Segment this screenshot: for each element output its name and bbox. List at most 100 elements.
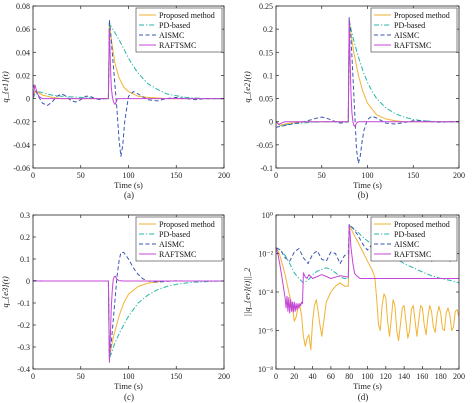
y-axis-label: q_{e3}(t) — [0, 276, 10, 308]
x-tick-label: 200 — [453, 171, 465, 180]
x-tick-label: 20 — [290, 372, 298, 381]
legend-label: RAFTSMC — [159, 250, 196, 259]
series-line-aismc — [33, 251, 224, 359]
series-group — [276, 17, 459, 164]
x-tick-label: 120 — [380, 372, 392, 381]
y-tick-label: -0.3 — [17, 343, 30, 352]
series-line-raftsmc — [276, 224, 459, 314]
x-tick-label: 150 — [407, 171, 419, 180]
panel-caption: (c) — [124, 392, 134, 402]
legend-label: AISMC — [159, 31, 184, 40]
series-line-raftsmc — [33, 275, 224, 363]
x-tick-label: 200 — [218, 171, 230, 180]
y-tick-label: 0.06 — [16, 25, 30, 34]
y-tick-label: 0.02 — [16, 71, 30, 80]
y-tick-label: -0.4 — [17, 365, 30, 374]
x-tick-label: 150 — [170, 372, 182, 381]
series-line-proposed-method — [276, 224, 459, 351]
x-axis-label: Time (s) — [353, 180, 382, 190]
x-tick-label: 100 — [123, 171, 135, 180]
y-tick-label: 10⁰ — [262, 211, 273, 220]
y-tick-label: 0.25 — [259, 2, 273, 11]
y-axis-label: q_{e2}(t) — [242, 71, 252, 103]
series-line-raftsmc — [276, 19, 459, 127]
y-tick-label: 0 — [26, 277, 30, 286]
y-tick-label: 0.15 — [259, 48, 273, 57]
x-axis-label: Time (s) — [114, 180, 143, 190]
legend-label: RAFTSMC — [394, 250, 431, 259]
y-tick-label: 10⁻² — [258, 250, 273, 259]
x-tick-label: 50 — [318, 171, 326, 180]
series-line-pd-based — [33, 280, 224, 359]
y-tick-label: 0.04 — [16, 48, 30, 57]
series-line-aismc — [276, 224, 459, 265]
y-tick-label: 0.05 — [259, 95, 273, 104]
y-tick-label: 10⁻⁸ — [258, 365, 273, 374]
y-tick-label: 0.2 — [20, 233, 30, 242]
legend-label: PD-based — [159, 21, 190, 30]
x-axis-label: Time (s) — [353, 381, 382, 391]
legend-label: RAFTSMC — [394, 41, 431, 50]
series-group — [33, 19, 224, 157]
legend-label: AISMC — [159, 240, 184, 249]
x-tick-label: 0 — [274, 372, 278, 381]
chart-panel-d: 0 20 40 60 80 100 120 140 160 180 200 10⁻⁸ 10⁻⁶ 10⁻⁴ 1… — [242, 211, 465, 402]
legend-label: AISMC — [394, 240, 419, 249]
y-tick-label: 0 — [269, 118, 273, 127]
x-tick-label: 60 — [327, 372, 335, 381]
series-group — [276, 224, 459, 351]
legend-label: PD-based — [394, 21, 425, 30]
x-tick-label: 100 — [362, 372, 374, 381]
x-axis-label: Time (s) — [114, 381, 143, 391]
y-tick-label: 0.3 — [20, 211, 30, 220]
series-line-raftsmc — [33, 28, 224, 105]
x-tick-label: 150 — [170, 171, 182, 180]
x-tick-label: 0 — [31, 372, 35, 381]
x-tick-label: 80 — [345, 372, 353, 381]
chart-panel-a: 0 50 100 150 200 -0.06 -0.04 -0.02 0 0.02 0.04 0.06… — [0, 2, 230, 200]
y-tick-label: -0.1 — [17, 299, 30, 308]
x-tick-label: 50 — [77, 171, 85, 180]
series-line-pd-based — [276, 224, 459, 284]
series-line-pd-based — [276, 19, 459, 127]
y-tick-label: 0.08 — [16, 2, 30, 11]
x-tick-label: 40 — [309, 372, 317, 381]
legend-label: Proposed method — [394, 11, 450, 20]
chart-panel-c: 0 50 100 150 200 -0.4 -0.3 -0.2 -0.1 0 0.1 0.2 0.3 Ti… — [0, 211, 230, 402]
x-tick-label: 160 — [416, 372, 428, 381]
y-tick-label: 0.1 — [263, 71, 273, 80]
panel-caption: (d) — [358, 392, 369, 402]
series-line-pd-based — [33, 24, 224, 100]
x-tick-label: 100 — [362, 171, 374, 180]
x-tick-label: 0 — [31, 171, 35, 180]
series-group — [33, 251, 224, 363]
y-axis-label: ||q_{ev}(t)||_2 — [242, 267, 252, 316]
y-tick-label: -0.06 — [13, 164, 30, 173]
legend-label: RAFTSMC — [159, 41, 196, 50]
x-tick-label: 200 — [218, 372, 230, 381]
series-line-proposed-method — [33, 280, 224, 359]
series-line-aismc — [33, 19, 224, 157]
legend-label: PD-based — [394, 230, 425, 239]
y-axis-label: q_{e1}(t) — [0, 71, 10, 103]
legend-label: Proposed method — [159, 220, 215, 229]
y-tick-label: -0.02 — [13, 118, 30, 127]
legend-label: PD-based — [159, 230, 190, 239]
y-tick-label: 10⁻⁴ — [258, 288, 273, 297]
y-tick-label: 0 — [26, 95, 30, 104]
x-tick-label: 0 — [274, 171, 278, 180]
y-tick-label: 0.2 — [263, 25, 273, 34]
x-tick-label: 140 — [398, 372, 410, 381]
y-tick-label: 0.1 — [20, 255, 30, 264]
panel-caption: (a) — [124, 190, 134, 200]
legend-label: Proposed method — [394, 220, 450, 229]
y-tick-label: 10⁻⁶ — [258, 327, 273, 336]
panel-caption: (b) — [358, 190, 369, 200]
y-tick-label: -0.1 — [260, 164, 273, 173]
chart-panel-b: 0 50 100 150 200 -0.1 -0.05 0 0.05 0.1 0.15 0.2 0.25… — [242, 2, 465, 200]
y-tick-label: -0.2 — [17, 321, 30, 330]
